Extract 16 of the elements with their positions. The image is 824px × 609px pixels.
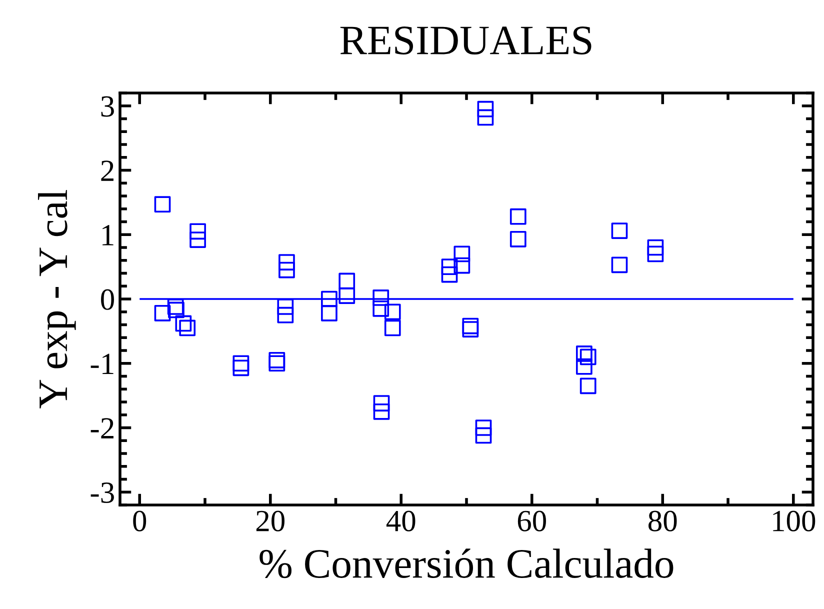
chart-title: RESIDUALES [340,26,592,55]
x-axis-title: % Conversión Calculado [260,548,674,578]
y-tick-label: 3 [101,96,114,117]
y-tick-label: -2 [90,418,114,438]
x-tick-label: 100 [773,510,816,532]
y-tick-label: 0 [101,289,114,310]
x-tick-label: 80 [648,510,677,532]
x-tick-label: 40 [386,510,416,532]
x-tick-label: 0 [133,510,146,532]
y-tick-label: -3 [90,482,114,504]
x-tick-label: 60 [518,510,546,532]
x-tick-label: 20 [256,510,284,532]
y-axis-title: Y exp - Y cal [38,190,76,408]
y-tick-label: -1 [90,354,114,374]
y-tick-label: 1 [102,225,114,246]
y-tick-label: 2 [101,160,114,181]
